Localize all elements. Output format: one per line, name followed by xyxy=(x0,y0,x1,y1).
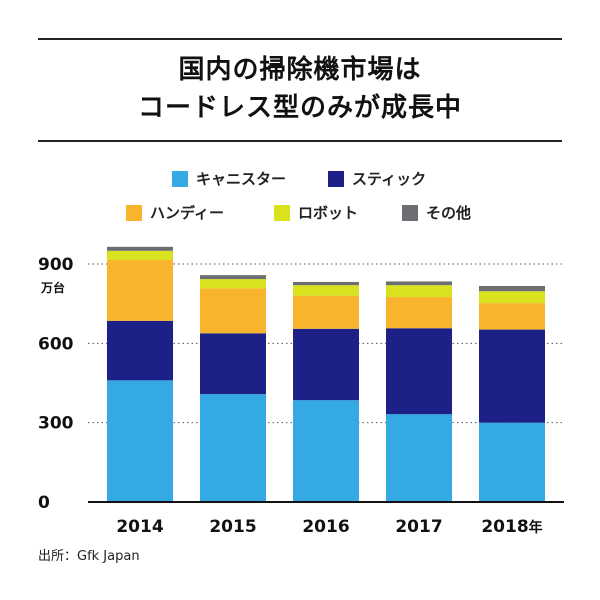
chart-title-line-1: 国内の掃除機市場は xyxy=(178,55,422,85)
bar-2018-series-0 xyxy=(479,422,545,502)
bar-2015-series-2 xyxy=(200,288,266,334)
x-tick-label-2018: 2018年 xyxy=(481,517,542,537)
bar-2018-series-2 xyxy=(479,303,545,330)
bar-2017-series-4 xyxy=(386,281,452,286)
legend-item-canister: キャニスター xyxy=(172,168,286,189)
bar-2016-series-3 xyxy=(293,285,359,296)
legend-swatch-canister xyxy=(172,170,188,187)
bar-2014-series-1 xyxy=(107,320,173,381)
y-tick-label-0: 0 xyxy=(38,493,50,513)
y-tick-label-600: 600 xyxy=(38,334,74,354)
y-tick-label-900: 900 xyxy=(38,255,74,275)
title-top-rule xyxy=(38,38,562,40)
legend-swatch-robot xyxy=(274,204,290,221)
legend-item-robot: ロボット xyxy=(274,202,358,223)
legend-item-stick: スティック xyxy=(328,168,426,189)
bar-2018-series-4 xyxy=(479,285,545,292)
title-bottom-rule xyxy=(38,140,562,142)
bar-2018-series-3 xyxy=(479,291,545,304)
bar-2014-series-0 xyxy=(107,380,173,502)
legend-label-canister: キャニスター xyxy=(196,170,287,188)
chart-title-line-2: コードレス型のみが成長中 xyxy=(137,93,462,123)
bar-2017-series-1 xyxy=(386,328,452,415)
bar-2016-series-0 xyxy=(293,400,359,502)
legend-label-handy: ハンディー xyxy=(150,204,224,222)
bar-2017-series-0 xyxy=(386,414,452,502)
legend-swatch-stick xyxy=(328,170,344,187)
x-tick-label-2016: 2016 xyxy=(302,517,349,537)
bar-2017-series-2 xyxy=(386,297,452,329)
bar-2016-series-1 xyxy=(293,328,359,401)
legend-item-handy: ハンディー xyxy=(126,202,224,223)
legend-swatch-other xyxy=(402,204,418,221)
bar-2015-series-0 xyxy=(200,394,266,502)
bar-2014-series-2 xyxy=(107,260,173,321)
bar-2016-series-2 xyxy=(293,295,359,329)
legend-swatch-handy xyxy=(126,204,142,221)
bar-2014-series-4 xyxy=(107,246,173,251)
bar-2015-series-3 xyxy=(200,279,266,289)
source-note: 出所：Gfk Japan xyxy=(38,549,140,564)
legend-label-other: その他 xyxy=(426,204,472,222)
bar-2017-series-3 xyxy=(386,285,452,298)
x-tick-label-2015: 2015 xyxy=(209,517,256,537)
x-tick-label-2014: 2014 xyxy=(116,517,163,537)
x-tick-label-2017: 2017 xyxy=(395,517,442,537)
legend-label-stick: スティック xyxy=(352,170,427,188)
bar-2018-series-1 xyxy=(479,329,545,423)
y-axis-unit-label: 万台 xyxy=(40,280,65,295)
legend-label-robot: ロボット xyxy=(298,204,359,222)
legend-item-other: その他 xyxy=(402,202,471,223)
bar-2016-series-4 xyxy=(293,281,359,286)
bar-2015-series-4 xyxy=(200,275,266,280)
bar-2015-series-1 xyxy=(200,333,266,395)
y-tick-label-300: 300 xyxy=(38,414,74,434)
bar-2014-series-3 xyxy=(107,250,173,261)
